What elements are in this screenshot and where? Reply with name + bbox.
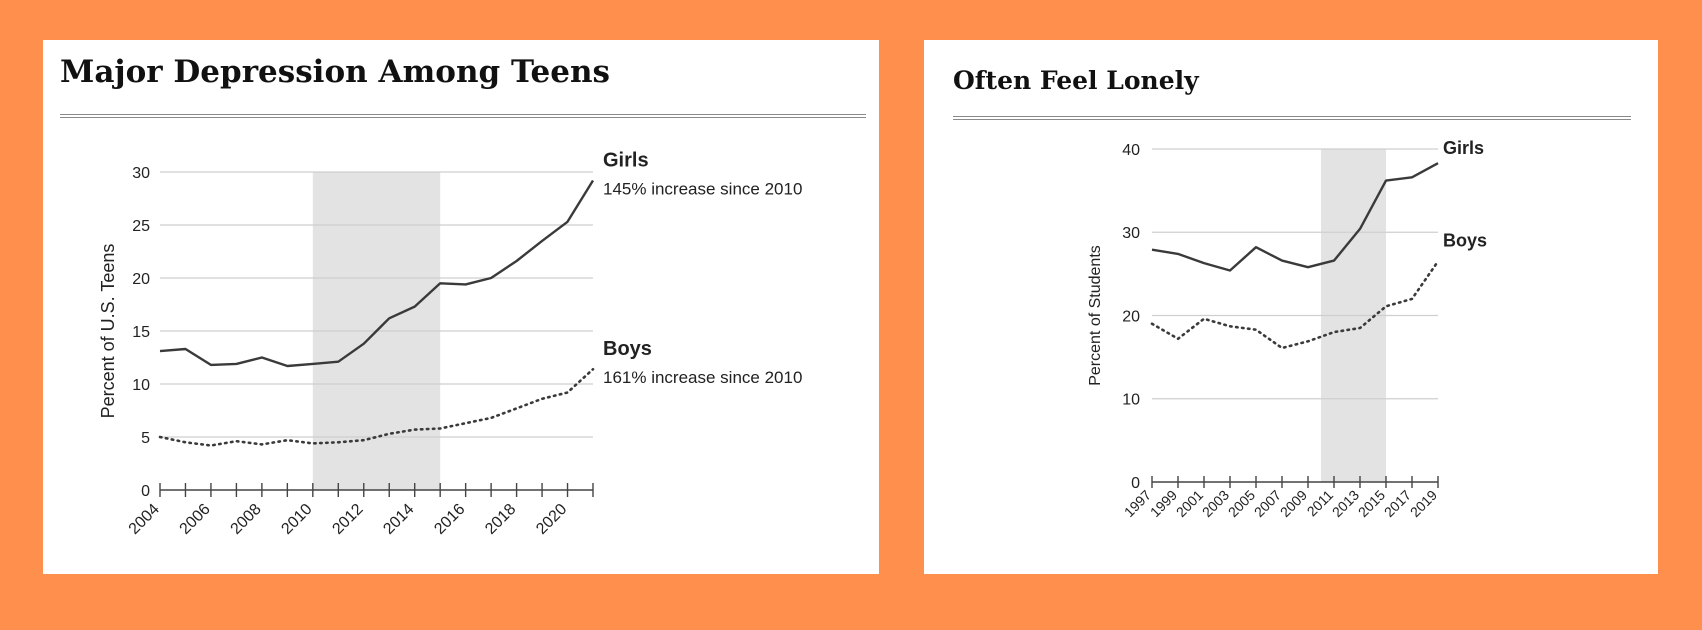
series-annotation-boys: 161% increase since 2010 <box>603 368 802 387</box>
y-tick-label: 25 <box>132 218 150 235</box>
y-tick-label: 15 <box>132 324 150 341</box>
x-tick-label: 2016 <box>431 501 468 538</box>
x-tick-label: 2012 <box>329 501 366 538</box>
y-tick-label: 30 <box>1122 225 1140 242</box>
x-tick-label: 2015 <box>1355 487 1388 520</box>
x-tick-label: 2006 <box>177 501 214 538</box>
series-line-boys <box>1150 260 1440 350</box>
y-tick-label: 0 <box>1131 475 1140 492</box>
depression-chart-panel: Major Depression Among Teens 0 5 10 15 20 25 3… <box>43 40 879 574</box>
x-tick-label: 2018 <box>482 501 519 538</box>
x-tick-label: 2004 <box>126 501 163 538</box>
x-tick-label: 2008 <box>228 501 265 538</box>
chart-title: Often Feel Lonely <box>953 66 1199 95</box>
x-tick-label: 2014 <box>380 501 417 538</box>
series-annotation-girls: 145% increase since 2010 <box>603 179 802 198</box>
series-line-girls <box>159 179 595 368</box>
loneliness-chart-panel: Often Feel Lonely 0 10 20 30 40 1997 1999 2001 2… <box>924 40 1658 574</box>
series-label-girls: Girls <box>1443 138 1484 158</box>
x-tick-label: 2019 <box>1407 487 1440 520</box>
x-tick-label: 2010 <box>278 501 315 538</box>
title-divider <box>60 114 866 118</box>
x-tick-label: 2005 <box>1225 487 1258 520</box>
x-tick-label: 2003 <box>1199 487 1232 520</box>
y-tick-label: 10 <box>132 377 150 394</box>
series-line-girls <box>1151 162 1439 272</box>
y-tick-label: 0 <box>141 483 150 500</box>
series-line-boys <box>158 367 595 447</box>
x-tick-label: 2009 <box>1277 487 1310 520</box>
y-axis-label: Percent of Students <box>1087 245 1104 386</box>
x-tick-label: 2011 <box>1304 487 1337 520</box>
y-axis-label: Percent of U.S. Teens <box>98 244 118 419</box>
x-tick-label: 2020 <box>533 501 570 538</box>
series-label-boys: Boys <box>1443 230 1487 250</box>
loneliness-line-chart: 0102030401997199920012003200520072009201… <box>1087 138 1487 520</box>
x-tick-label: 1997 <box>1121 487 1154 520</box>
series-label-boys: Boys <box>603 338 652 360</box>
series-label-girls: Girls <box>603 149 649 171</box>
x-tick-label: 1999 <box>1147 487 1180 520</box>
x-tick-label: 2001 <box>1173 487 1206 520</box>
x-tick-label: 2007 <box>1251 487 1284 520</box>
chart-title: Major Depression Among Teens <box>60 54 610 90</box>
y-tick-label: 20 <box>132 271 150 288</box>
title-divider <box>953 116 1631 120</box>
y-tick-label: 30 <box>132 165 150 182</box>
x-tick-label: 2017 <box>1381 487 1414 520</box>
y-tick-label: 40 <box>1122 142 1140 159</box>
y-tick-label: 10 <box>1122 392 1140 409</box>
x-tick-label: 2013 <box>1329 487 1362 520</box>
y-tick-label: 5 <box>141 430 150 447</box>
depression-line-chart: 0 5 10 15 20 25 30 2004 2006 2008 2010 2012 2014 2016… <box>98 149 802 538</box>
y-tick-label: 20 <box>1122 308 1140 325</box>
